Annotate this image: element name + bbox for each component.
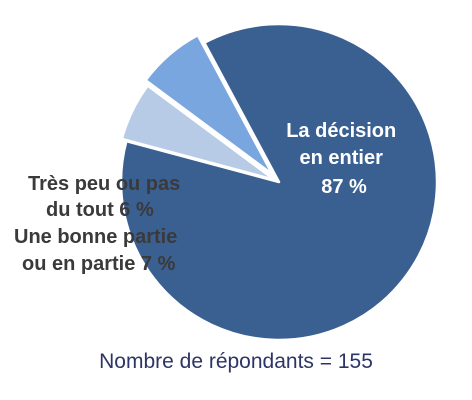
label-bonne-partie: Une bonne partie ou en partie 7 % — [14, 226, 183, 275]
label-tres-peu-line-2: du tout 6 % — [46, 199, 154, 221]
label-decision-entier-line-1: La décision — [286, 120, 396, 142]
pie-slices — [119, 22, 439, 342]
label-decision-entier-line-3: 87 % — [321, 176, 367, 198]
label-decision-entier: La décision en entier 87 % — [286, 120, 402, 198]
label-tres-peu: Très peu ou pas du tout 6 % — [28, 173, 186, 221]
label-tres-peu-line-1: Très peu ou pas — [28, 173, 180, 195]
label-bonne-partie-line-2: ou en partie 7 % — [22, 253, 176, 275]
respondent-count: Nombre de répondants = 155 — [99, 350, 373, 373]
label-decision-entier-line-2: en entier — [300, 147, 384, 169]
slice-tres-peu — [120, 84, 276, 182]
slice-bonne-partie — [144, 33, 274, 176]
label-bonne-partie-line-1: Une bonne partie — [14, 226, 177, 248]
slice-decision-entier — [119, 22, 439, 342]
